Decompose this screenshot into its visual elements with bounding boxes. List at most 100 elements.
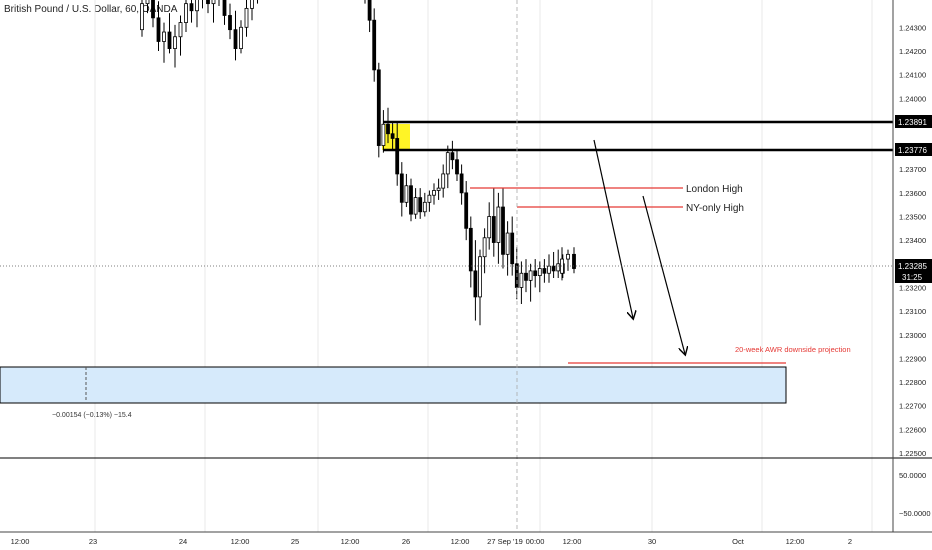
candle-body[interactable]	[413, 197, 418, 215]
candle-body[interactable]	[178, 22, 183, 38]
price-tick-label: 1.22500	[899, 449, 926, 458]
time-tick-label: 23	[89, 537, 97, 546]
candle-body[interactable]	[372, 19, 377, 71]
candle-body[interactable]	[189, 3, 194, 12]
time-axis[interactable]: 12:00 23 24 12:00 25 12:00 26 12:00 27 Sep '19 00…	[11, 537, 852, 546]
candle-body[interactable]	[381, 123, 386, 146]
candle-body[interactable]	[145, 0, 150, 5]
candle-body[interactable]	[228, 15, 232, 31]
price-tick-label: 1.23600	[899, 189, 926, 198]
candle-body[interactable]	[478, 256, 482, 298]
price-tick-label: 1.22600	[899, 425, 926, 434]
candle-body[interactable]	[399, 173, 404, 203]
candle-body[interactable]	[211, 0, 216, 5]
countdown-tag-text: 31:25	[902, 273, 923, 282]
candle-body[interactable]	[195, 0, 199, 12]
candle-body[interactable]	[244, 7, 249, 28]
time-tick-label: 12:00	[451, 537, 470, 546]
candle-body[interactable]	[250, 0, 254, 9]
candle-body[interactable]	[566, 253, 570, 260]
candle-body[interactable]	[167, 31, 172, 49]
time-tick-label: 12:00	[563, 537, 582, 546]
candle-body[interactable]	[445, 152, 450, 175]
candle-body[interactable]	[459, 173, 464, 194]
candle-body[interactable]	[537, 268, 542, 277]
candle-body[interactable]	[524, 272, 528, 281]
time-tick-label: 12:00	[11, 537, 30, 546]
lower-level-tag-text: 1.23776	[898, 146, 927, 155]
candle-body[interactable]	[505, 232, 510, 255]
candle-body[interactable]	[533, 270, 538, 277]
demand-zone[interactable]	[0, 366, 787, 404]
candle-body[interactable]	[491, 216, 496, 243]
candle-body[interactable]	[422, 201, 427, 213]
price-tick-label: 1.23000	[899, 331, 926, 340]
price-tick-label: 1.22800	[899, 378, 926, 387]
candle-body[interactable]	[542, 268, 547, 274]
candle-body[interactable]	[395, 138, 400, 175]
candle-body[interactable]	[239, 26, 243, 49]
time-tick-label: 24	[179, 537, 187, 546]
time-tick-label: 26	[402, 537, 410, 546]
time-tick-label: Oct	[732, 537, 745, 546]
london-high-label: London High	[686, 184, 743, 195]
candle-body[interactable]	[572, 253, 576, 269]
grid-lines	[94, 0, 873, 532]
candle-body[interactable]	[455, 159, 459, 175]
lower-level-tag: 1.23776	[895, 143, 932, 156]
candles-group	[140, 0, 576, 326]
candle-body[interactable]	[473, 270, 478, 298]
candle-body[interactable]	[482, 237, 487, 258]
candle-body[interactable]	[528, 270, 533, 281]
candle-body[interactable]	[432, 190, 436, 196]
candle-body[interactable]	[496, 206, 501, 243]
down-arrow-1[interactable]	[593, 139, 633, 318]
measure-label: −0.00154 (−0.13%) −15.4	[52, 412, 132, 419]
candle-body[interactable]	[184, 3, 188, 23]
candle-body[interactable]	[367, 0, 372, 21]
time-tick-label: 30	[648, 537, 656, 546]
price-tick-label: 1.24200	[899, 47, 926, 56]
candle-body[interactable]	[436, 187, 441, 191]
indicator-tick-label: 50.0000	[899, 471, 926, 480]
candle-body[interactable]	[464, 192, 469, 229]
candle-body[interactable]	[386, 123, 390, 135]
candle-body[interactable]	[173, 36, 177, 49]
candle-body[interactable]	[151, 0, 155, 19]
time-tick-label: 12:00	[786, 537, 805, 546]
symbol-title: British Pound / U.S. Dollar, 60, OANDA	[4, 4, 178, 15]
last-price-tag-text: 1.23285	[898, 262, 927, 271]
candle-body[interactable]	[404, 185, 409, 203]
time-tick-label: 12:00	[231, 537, 250, 546]
awr-projection-label: 20-week AWR downside projection	[735, 345, 851, 354]
candle-body[interactable]	[450, 152, 455, 161]
candle-body[interactable]	[547, 265, 551, 274]
candle-body[interactable]	[206, 0, 210, 5]
candle-body[interactable]	[222, 0, 227, 16]
candle-body[interactable]	[501, 206, 505, 255]
candle-body[interactable]	[468, 227, 473, 272]
candle-body[interactable]	[156, 17, 161, 42]
candle-body[interactable]	[409, 185, 413, 215]
candle-body[interactable]	[510, 232, 515, 265]
candle-body[interactable]	[487, 216, 492, 239]
down-arrow-2[interactable]	[642, 195, 685, 354]
candle-body[interactable]	[162, 31, 166, 42]
candle-body[interactable]	[418, 197, 423, 213]
candle-body[interactable]	[427, 194, 432, 203]
candle-body[interactable]	[390, 133, 395, 139]
price-tick-label: 1.22700	[899, 402, 926, 411]
time-tick-label: 2	[848, 537, 852, 546]
upper-level-tag-text: 1.23891	[898, 118, 927, 127]
candle-body[interactable]	[441, 173, 446, 189]
candle-body[interactable]	[376, 69, 381, 146]
price-tick-label: 1.23500	[899, 213, 926, 222]
candle-body[interactable]	[233, 29, 238, 49]
candle-body[interactable]	[556, 263, 561, 272]
candle-body[interactable]	[519, 272, 524, 288]
candle-body[interactable]	[551, 265, 556, 272]
candle-body[interactable]	[140, 3, 144, 31]
price-tick-label: 1.22900	[899, 354, 926, 363]
upper-level-tag: 1.23891	[895, 115, 932, 128]
